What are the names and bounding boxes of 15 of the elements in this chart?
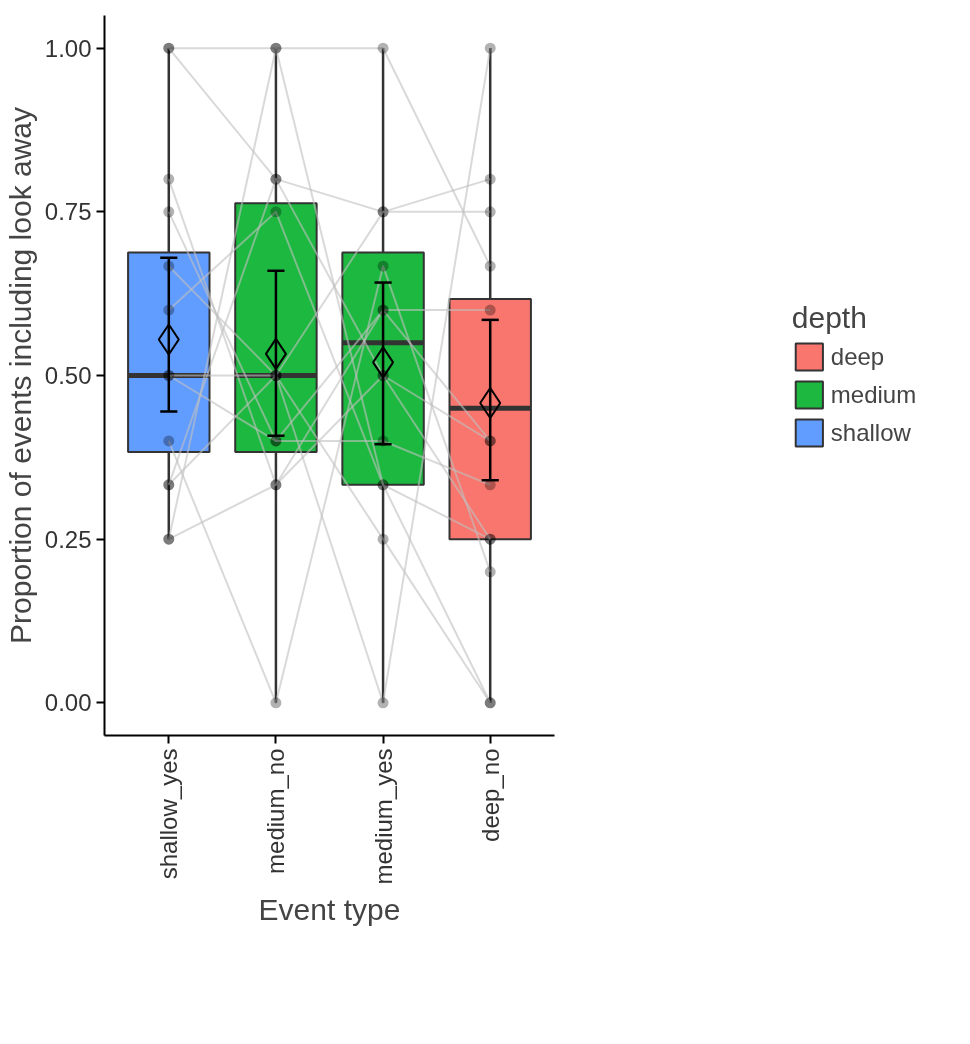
y-tick-label: 0.00	[44, 689, 92, 717]
x-tick-label: shallow_yes	[155, 748, 183, 880]
x-axis-title: Event type	[258, 892, 401, 926]
y-tick-label: 0.50	[44, 362, 92, 389]
y-tick-label: 0.75	[44, 198, 92, 226]
legend-label: deep	[830, 342, 885, 371]
x-tick-label: medium_no	[262, 748, 290, 874]
x-tick-label: medium_yes	[369, 748, 397, 885]
legend-label: medium	[830, 380, 917, 409]
y-tick-label: 1.00	[44, 34, 92, 62]
y-axis-title: Proportion of events including look away	[3, 107, 37, 644]
legend-label: shallow	[830, 418, 911, 447]
x-tick-label: deep_no	[476, 748, 504, 842]
y-tick-label: 0.25	[44, 525, 92, 553]
legend-title: depth	[791, 300, 868, 335]
